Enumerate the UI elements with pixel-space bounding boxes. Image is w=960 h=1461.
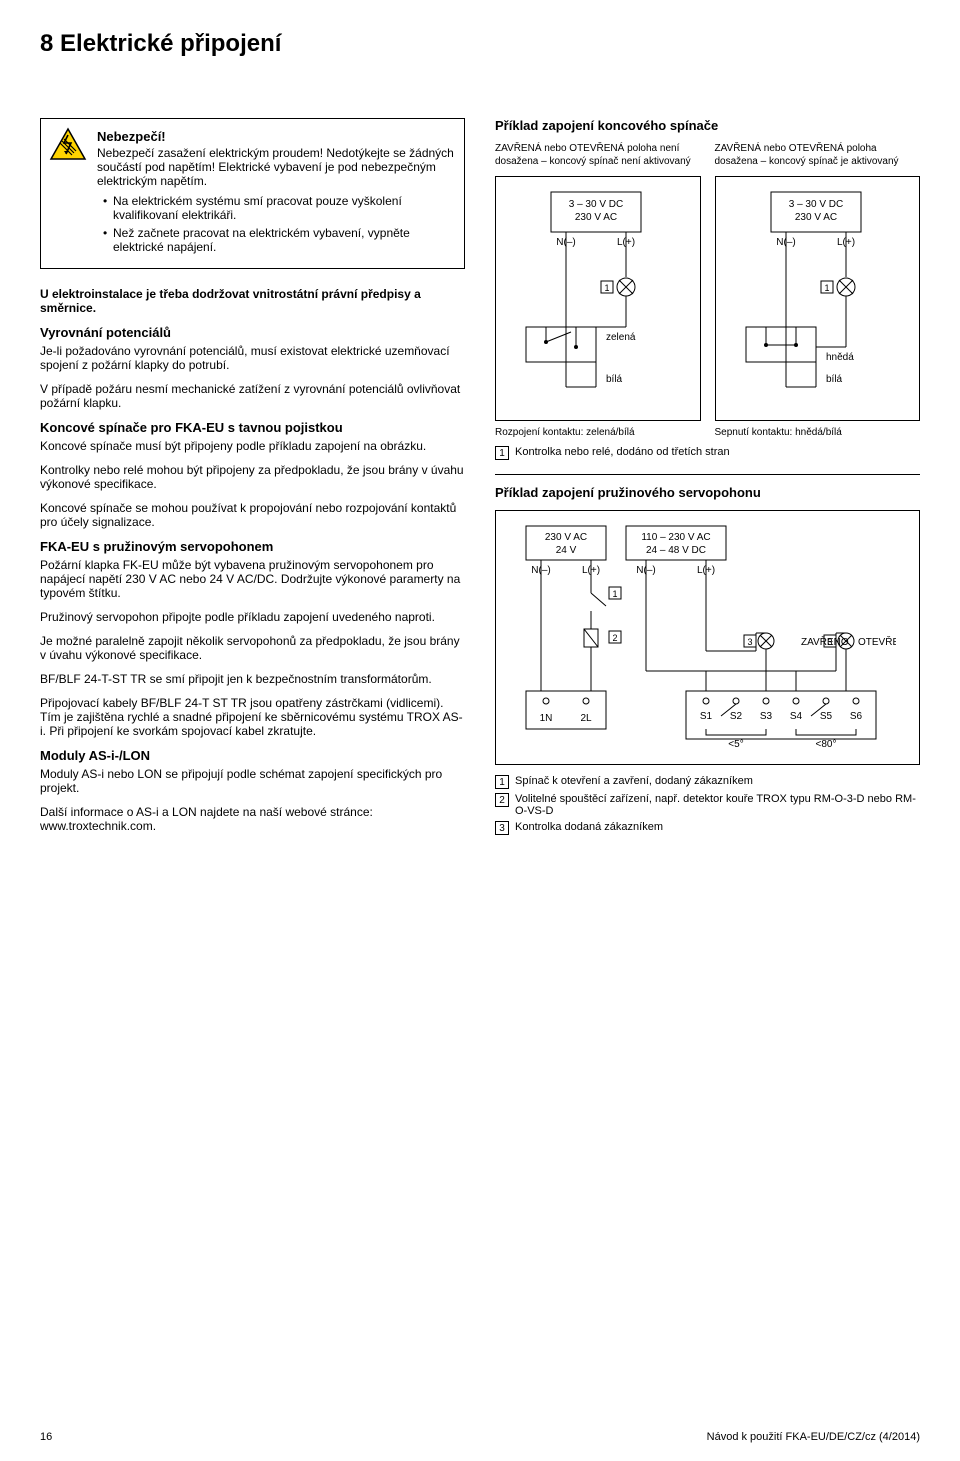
body-text: Další informace o AS-i a LON najdete na … <box>40 805 465 833</box>
warning-title: Nebezpečí! <box>97 129 454 144</box>
legend-text: Kontrolka nebo relé, dodáno od třetích s… <box>515 446 730 458</box>
diagram2: 230 V AC 24 V N(–) L(+) 110 – 230 V AC 2… <box>495 510 920 765</box>
diag1-left-cell: 3 – 30 V DC 230 V AC N(–) L(+) 1 <box>495 176 701 438</box>
limitswitch-heading: Koncové spínače pro FKA-EU s tavnou poji… <box>40 420 465 435</box>
legend-text: Spínač k otevření a zavření, dodaný záka… <box>515 775 753 787</box>
diag1-legend: 1 Kontrolka nebo relé, dodáno od třetích… <box>495 446 920 460</box>
warning-body: Nebezpečí zasažení elektrickým proudem! … <box>97 146 454 188</box>
body-text: BF/BLF 24-T-ST TR se smí připojit jen k … <box>40 672 465 686</box>
terminal-label: S3 <box>760 711 773 722</box>
angle-label: <80° <box>816 739 837 750</box>
body-text: Připojovací kabely BF/BLF 24-T ST TR jso… <box>40 696 465 738</box>
legend-row: 1 Spínač k otevření a zavření, dodaný zá… <box>495 775 920 789</box>
diagram1-left: 3 – 30 V DC 230 V AC N(–) L(+) 1 <box>495 176 701 421</box>
intro-paragraph: U elektroinstalace je třeba dodržovat vn… <box>40 287 465 315</box>
svg-text:3: 3 <box>827 637 832 647</box>
power-text: 110 – 230 V AC <box>641 532 710 543</box>
diag2-legend: 1 Spínač k otevření a zavření, dodaný zá… <box>495 775 920 835</box>
brown-label: hnědá <box>826 352 854 363</box>
potential-heading: Vyrovnání potenciálů <box>40 325 465 340</box>
body-text: V případě požáru nesmí mechanické zatíže… <box>40 382 465 410</box>
diag1-left-sub: ZAVŘENÁ nebo OTEVŘENÁ poloha není dosaže… <box>495 143 701 168</box>
asi-heading: Moduly AS-i-/LON <box>40 748 465 763</box>
open-label: OTEVŘENO <box>858 635 896 648</box>
white-label: bílá <box>606 374 623 385</box>
body-text: Je-li požadováno vyrovnání potenciálů, m… <box>40 344 465 372</box>
svg-text:1: 1 <box>824 283 829 293</box>
body-text: Moduly AS-i nebo LON se připojují podle … <box>40 767 465 795</box>
volt-text: 3 – 30 V DC <box>788 199 842 210</box>
two-column-layout: Nebezpečí! Nebezpečí zasažení elektrický… <box>40 118 920 843</box>
warning-bullets: Na elektrickém systému smí pracovat pouz… <box>97 194 454 254</box>
terminal-label: S6 <box>850 711 863 722</box>
right-column: Příklad zapojení koncového spínače ZAVŘE… <box>495 118 920 843</box>
terminal-label: 1N <box>540 713 553 724</box>
svg-text:1: 1 <box>604 283 609 293</box>
page: 8 Elektrické připojení Nebezpečí! Nebezp… <box>0 0 960 1461</box>
svg-text:2: 2 <box>612 633 617 643</box>
spring-heading: FKA-EU s pružinovým servopohonem <box>40 539 465 554</box>
left-column: Nebezpečí! Nebezpečí zasažení elektrický… <box>40 118 465 843</box>
page-title: 8 Elektrické připojení <box>40 30 920 58</box>
terminal-label: S1 <box>700 711 713 722</box>
legend-marker: 1 <box>495 775 509 789</box>
body-text: Je možné paralelně zapojit několik servo… <box>40 634 465 662</box>
diagram1-subtitles: ZAVŘENÁ nebo OTEVŘENÁ poloha není dosaže… <box>495 143 920 176</box>
body-text: Pružinový servopohon připojte podle přík… <box>40 610 465 624</box>
legend-text: Volitelné spouštěcí zařízení, např. dete… <box>515 793 920 817</box>
volt-text: 3 – 30 V DC <box>569 199 623 210</box>
svg-text:1: 1 <box>612 589 617 599</box>
diagram2-title: Příklad zapojení pružinového servopohonu <box>495 485 920 500</box>
power-text: 24 – 48 V DC <box>646 545 706 556</box>
legend-marker: 1 <box>495 446 509 460</box>
section-divider <box>495 474 920 475</box>
diag1-right-cell: 3 – 30 V DC 230 V AC N(–) L(+) 1 <box>715 176 921 438</box>
page-number: 16 <box>40 1431 52 1443</box>
legend-marker: 3 <box>495 821 509 835</box>
terminal-label: S4 <box>790 711 803 722</box>
terminal-label: S5 <box>820 711 833 722</box>
warning-box: Nebezpečí! Nebezpečí zasažení elektrický… <box>40 118 465 269</box>
diag1-left-caption: Rozpojení kontaktu: zelená/bílá <box>495 427 701 438</box>
svg-text:3: 3 <box>747 637 752 647</box>
warning-bullet: Než začnete pracovat na elektrickém vyba… <box>103 226 454 254</box>
white-label: bílá <box>826 374 843 385</box>
warning-bullet: Na elektrickém systému smí pracovat pouz… <box>103 194 454 222</box>
diagram1-row: 3 – 30 V DC 230 V AC N(–) L(+) 1 <box>495 176 920 438</box>
angle-label: <5° <box>728 739 743 750</box>
body-text: Koncové spínače se mohou používat k prop… <box>40 501 465 529</box>
doc-id: Návod k použití FKA-EU/DE/CZ/cz (4/2014) <box>707 1431 920 1443</box>
volt-text: 230 V AC <box>794 212 836 223</box>
legend-row: 2 Volitelné spouštěcí zařízení, např. de… <box>495 793 920 817</box>
hazard-icon <box>49 127 87 164</box>
body-text: Kontrolky nebo relé mohou být připojeny … <box>40 463 465 491</box>
power-text: 230 V AC <box>545 532 587 543</box>
terminal-label: S2 <box>730 711 743 722</box>
diag1-right-caption: Sepnutí kontaktu: hnědá/bílá <box>715 427 921 438</box>
body-text: Koncové spínače musí být připojeny podle… <box>40 439 465 453</box>
body-text: Požární klapka FK-EU může být vybavena p… <box>40 558 465 600</box>
legend-marker: 2 <box>495 793 509 807</box>
page-footer: 16 Návod k použití FKA-EU/DE/CZ/cz (4/20… <box>40 1431 920 1443</box>
diagram1-right: 3 – 30 V DC 230 V AC N(–) L(+) 1 <box>715 176 921 421</box>
power-text: 24 V <box>556 545 577 556</box>
volt-text: 230 V AC <box>575 212 617 223</box>
diag1-right-sub: ZAVŘENÁ nebo OTEVŘENÁ poloha dosažena – … <box>715 143 921 168</box>
legend-row: 3 Kontrolka dodaná zákazníkem <box>495 821 920 835</box>
terminal-label: 2L <box>580 713 592 724</box>
legend-text: Kontrolka dodaná zákazníkem <box>515 821 663 833</box>
green-label: zelená <box>606 332 636 343</box>
diagram1-title: Příklad zapojení koncového spínače <box>495 118 920 133</box>
